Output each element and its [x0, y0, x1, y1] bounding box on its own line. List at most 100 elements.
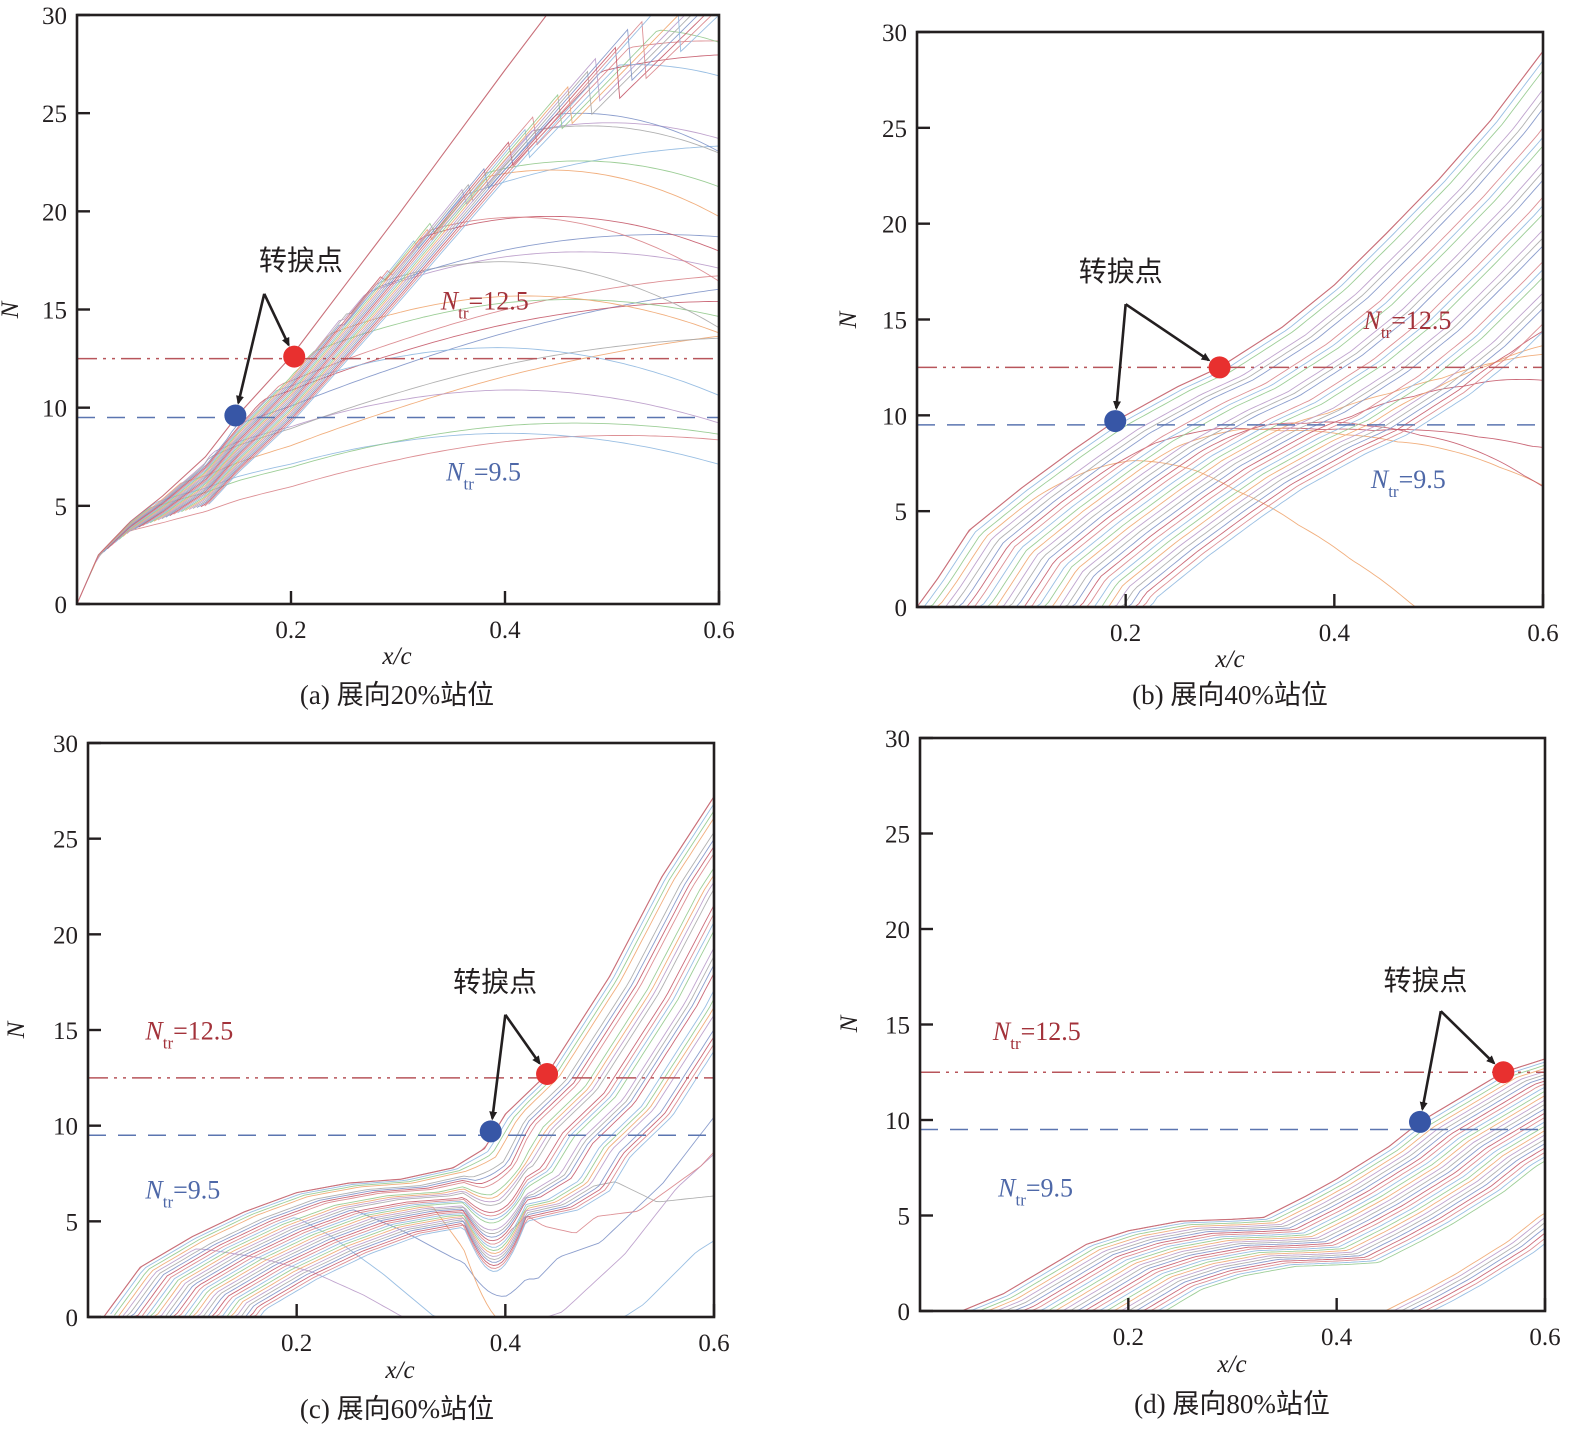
y-tick-label: 15 [42, 298, 67, 325]
n-factor-curve-28 [1026, 292, 1543, 607]
annotation-arrow [504, 1013, 541, 1066]
threshold-label: Ntr=12.5 [992, 1017, 1081, 1053]
transition-point-red [1492, 1061, 1515, 1084]
n-factor-curve-12 [1010, 1099, 1545, 1311]
transition-point-blue [479, 1120, 502, 1143]
n-factor-curve-23 [169, 54, 719, 517]
n-factor-curve-32 [1041, 323, 1543, 607]
n-factor-curve-11 [148, 874, 714, 1317]
y-tick-label: 5 [66, 1209, 79, 1236]
n-factor-curve-31 [200, 15, 706, 508]
y-tick-label: 20 [53, 922, 78, 949]
panel-b: Ntr=12.5 Ntr=9.5 0 5 10 15 20 25 30 0.2 0.4 0.6 x/c N… [835, 20, 1559, 710]
panel-caption: (b) 展向40%站位 [1132, 680, 1328, 710]
annotation-arrow [489, 1014, 507, 1121]
transition-point-blue [224, 404, 247, 427]
threshold-label: Ntr=12.5 [144, 1017, 233, 1053]
n-factor-curve-3 [91, 335, 719, 571]
n-factor-curve-10 [1002, 1090, 1545, 1311]
n-factor-curve-28 [213, 1014, 714, 1317]
n-factor-curve-2 [114, 810, 714, 1316]
n-factor-curve-5 [983, 1074, 1545, 1311]
n-factor-curve-11 [1006, 1095, 1545, 1311]
x-tick-label: 0.2 [275, 617, 306, 644]
n-factor-curve-25 [1015, 269, 1543, 607]
y-tick-label: 15 [53, 1018, 78, 1045]
y-tick-label: 0 [55, 592, 68, 619]
n-factor-curve-19 [153, 169, 719, 522]
n-factor-curve-24 [1011, 261, 1543, 607]
n-factor-curve-26 [1063, 1160, 1545, 1311]
y-tick-label: 25 [885, 822, 910, 849]
n-factor-curve-25 [177, 64, 719, 514]
n-factor-curve-33 [1089, 1243, 1545, 1311]
threshold-label: Ntr=12.5 [1363, 306, 1452, 342]
x-axis-title: x/c [381, 643, 411, 670]
annotation-arrow [263, 293, 290, 347]
y-tick-label: 10 [53, 1114, 78, 1141]
n-factor-curve-17 [1029, 1121, 1545, 1311]
n-factor-curve-21 [999, 237, 1543, 607]
n-factor-curve-8 [110, 275, 719, 546]
y-tick-label: 30 [53, 731, 78, 758]
envelope-curve [103, 796, 714, 1317]
n-factor-curve-3 [931, 460, 1543, 607]
n-factor-curve-18 [988, 213, 1543, 607]
y-axis-title: N [0, 300, 24, 319]
y-tick-label: 10 [885, 1108, 910, 1135]
n-factor-curve-21 [161, 125, 719, 520]
n-factor-curve-19 [992, 353, 1543, 607]
n-factor-curve-28 [1070, 1217, 1545, 1311]
n-factor-curve-24 [1055, 1151, 1545, 1311]
n-factor-curve-22 [190, 964, 714, 1317]
n-factor-curve-25 [201, 989, 714, 1317]
x-tick-label: 0.2 [281, 1330, 312, 1357]
x-tick-label: 0.6 [1527, 620, 1558, 647]
n-factor-curve-8 [995, 1083, 1545, 1311]
y-tick-label: 20 [42, 199, 67, 226]
n-factor-curve-12 [965, 162, 1543, 607]
n-factor-curve-15 [1021, 1112, 1545, 1311]
y-tick-label: 15 [882, 308, 907, 335]
transition-annotation: 转捩点 [259, 244, 343, 277]
threshold-label: Ntr=9.5 [445, 457, 521, 493]
n-factor-curve-15 [138, 215, 719, 528]
n-factor-curve-17 [984, 205, 1543, 607]
n-factor-curve-27 [1067, 1212, 1545, 1311]
n-factor-curve-29 [216, 1181, 714, 1317]
y-tick-label: 15 [885, 1013, 910, 1040]
threshold-label: Ntr=9.5 [1370, 465, 1446, 501]
n-factor-curve-7 [946, 427, 1543, 607]
y-tick-label: 25 [42, 101, 67, 128]
annotation-arrow [1113, 304, 1127, 411]
n-factor-curve-1 [110, 803, 714, 1315]
n-factor-curve-33 [1045, 331, 1543, 607]
n-factor-curve-14 [973, 179, 1543, 607]
y-tick-label: 25 [882, 116, 907, 143]
y-tick-label: 20 [882, 212, 907, 239]
n-factor-curve-31 [224, 1036, 714, 1317]
transition-point-red [1208, 356, 1231, 379]
annotation-arrow [1419, 1010, 1443, 1112]
threshold-label: Ntr=9.5 [997, 1173, 1073, 1209]
x-tick-label: 0.4 [1321, 1324, 1353, 1351]
x-tick-label: 0.4 [490, 1330, 522, 1357]
n-factor-curve-23 [1007, 378, 1543, 607]
n-factor-curve-16 [1025, 1116, 1545, 1311]
x-tick-label: 0.2 [1110, 620, 1141, 647]
n-factor-curve-11 [961, 428, 1543, 607]
n-factor-curve-6 [987, 1077, 1545, 1311]
plot-frame [75, 13, 721, 606]
y-tick-label: 20 [885, 917, 910, 944]
annotation-arrow [236, 293, 266, 405]
n-factor-curve-14 [1017, 1108, 1545, 1311]
n-factor-curve-22 [1048, 1143, 1545, 1311]
n-factor-curve-3 [117, 817, 714, 1317]
n-factor-curve-3 [976, 1067, 1545, 1311]
y-tick-label: 0 [895, 595, 908, 622]
n-factor-curve-4 [979, 1071, 1545, 1311]
n-factor-curve-19 [1036, 1130, 1545, 1311]
n-factor-curve-30 [1078, 1227, 1545, 1311]
n-factor-curve-27 [185, 15, 680, 511]
